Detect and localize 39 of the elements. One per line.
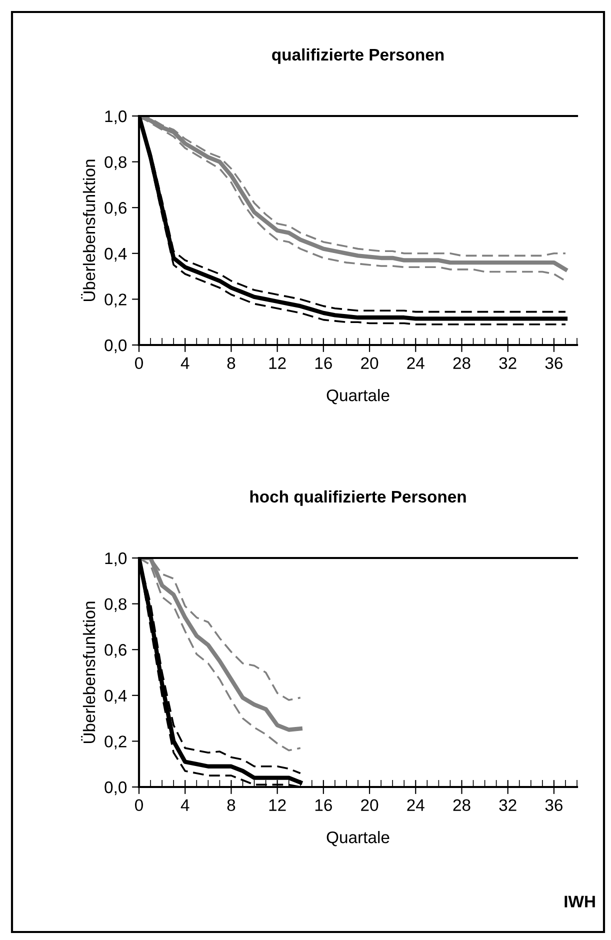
y-tick-label: 0,4	[104, 690, 127, 704]
y-axis-title: Überlebensfunktion	[81, 160, 96, 302]
x-tick-label: 0	[135, 357, 143, 370]
x-tick-label: 0	[135, 799, 143, 812]
x-tick-label: 12	[269, 799, 286, 811]
text: IWH	[564, 896, 595, 908]
x-tick-label: 20	[361, 799, 378, 812]
chart-title: qualifizierte Personen	[272, 48, 444, 64]
x-tick-label: 36	[545, 799, 562, 812]
y-tick-label: 0,6	[104, 202, 126, 216]
x-tick-label: 24	[407, 357, 424, 369]
x-tick-label: 32	[499, 799, 516, 812]
y-tick-label: 0,2	[104, 294, 126, 308]
x-tick-label: 8	[227, 799, 236, 812]
x-tick-label: 16	[315, 799, 332, 812]
y-axis-title: Überlebensfunktion	[81, 602, 96, 744]
x-tick-label: 20	[361, 357, 378, 370]
x-tick-label: 32	[499, 357, 516, 370]
chart-title: hoch qualifizierte Personen	[250, 490, 466, 506]
x-tick-label: 12	[269, 357, 286, 369]
x-axis-title: Quartale	[326, 831, 390, 846]
y-tick-label: 1,0	[105, 110, 127, 124]
y-tick-label: 0,6	[104, 644, 126, 658]
y-tick-label: 0,8	[104, 598, 126, 612]
y-tick-label: 0,0	[104, 339, 127, 354]
x-tick-label: 8	[227, 357, 236, 370]
y-tick-label: 0,2	[104, 736, 126, 750]
x-tick-label: 36	[545, 357, 562, 370]
y-tick-label: 1,0	[105, 552, 127, 566]
x-tick-label: 16	[315, 357, 332, 370]
x-tick-label: 28	[453, 799, 470, 812]
x-tick-label: 4	[180, 799, 190, 811]
x-tick-label: 4	[180, 357, 190, 369]
x-axis-title: Quartale	[326, 389, 390, 404]
y-tick-label: 0,8	[104, 156, 126, 170]
y-tick-label: 0,0	[104, 781, 127, 796]
x-tick-label: 28	[453, 357, 470, 370]
x-tick-label: 24	[407, 799, 424, 811]
y-tick-label: 0,4	[104, 248, 127, 262]
